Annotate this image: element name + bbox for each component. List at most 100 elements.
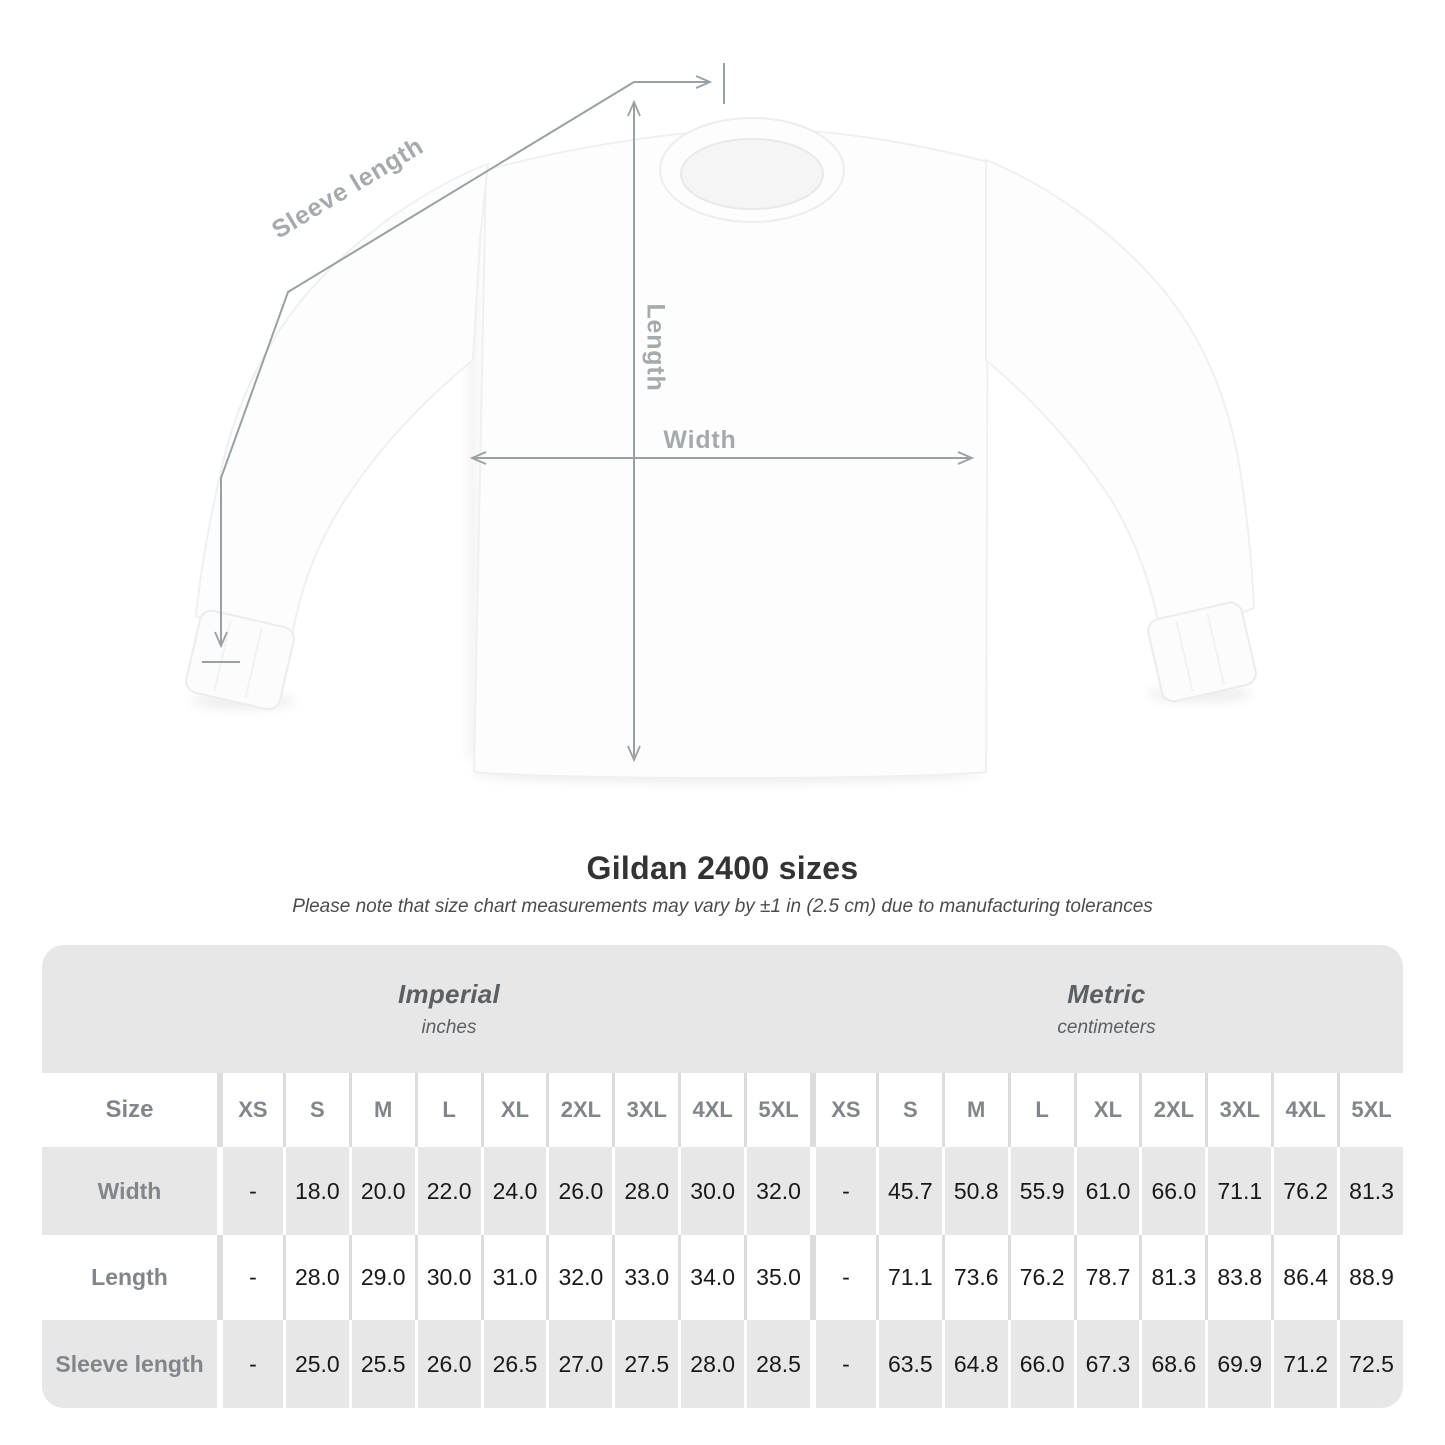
imperial-title: Imperial bbox=[397, 979, 501, 1009]
sleeve-measure-line bbox=[214, 81, 635, 649]
value-cell: 26.5 bbox=[480, 1320, 547, 1408]
value-cell: 28.5 bbox=[744, 1320, 810, 1408]
value-cell: 27.0 bbox=[546, 1320, 612, 1408]
value-cell: 28.0 bbox=[678, 1320, 744, 1408]
size-header-cell: S bbox=[282, 1073, 349, 1147]
value-cell: 22.0 bbox=[414, 1147, 481, 1235]
value-cell: 63.5 bbox=[875, 1320, 942, 1408]
size-header-cell: XS bbox=[217, 1073, 283, 1147]
size-header-cell: L bbox=[414, 1073, 481, 1147]
length-measure-label: Length bbox=[641, 303, 670, 392]
value-cell: 24.0 bbox=[480, 1147, 547, 1235]
row-label: Width bbox=[97, 1177, 162, 1204]
value-cell: - bbox=[217, 1147, 283, 1235]
right-sleeve bbox=[985, 158, 1256, 646]
value-cell: 35.0 bbox=[744, 1235, 810, 1320]
right-cuff bbox=[1147, 601, 1257, 703]
value-cell: 31.0 bbox=[480, 1235, 547, 1320]
value-cell: 18.0 bbox=[282, 1147, 349, 1235]
value-cell: 72.5 bbox=[1337, 1320, 1403, 1408]
shirt-collar bbox=[659, 117, 845, 223]
value-cell: 27.5 bbox=[612, 1320, 678, 1408]
value-cell: 50.8 bbox=[941, 1147, 1008, 1235]
value-cell: 28.0 bbox=[612, 1147, 678, 1235]
value-cell: 68.6 bbox=[1139, 1320, 1205, 1408]
size-header-cell: 3XL bbox=[1205, 1073, 1271, 1147]
size-header-cell: S bbox=[875, 1073, 942, 1147]
value-cell: 69.9 bbox=[1205, 1320, 1271, 1408]
value-cell: 76.2 bbox=[1007, 1235, 1074, 1320]
imperial-header: Imperial inches bbox=[42, 945, 810, 1073]
value-cell: 71.1 bbox=[875, 1235, 942, 1320]
value-cell: - bbox=[217, 1235, 283, 1320]
width-measure-label: Width bbox=[663, 426, 737, 454]
value-cell: 32.0 bbox=[546, 1235, 612, 1320]
size-header-cell: XL bbox=[1073, 1073, 1140, 1147]
value-cell: - bbox=[809, 1147, 876, 1235]
value-cell: 33.0 bbox=[612, 1235, 678, 1320]
sleeve-length-row: Sleeve length - 25.0 25.5 26.0 26.5 27.0… bbox=[42, 1320, 1403, 1408]
measurement-lines bbox=[202, 63, 975, 763]
value-cell: 29.0 bbox=[348, 1235, 415, 1320]
size-header-cell: 4XL bbox=[1271, 1073, 1337, 1147]
size-header-cell: 5XL bbox=[744, 1073, 810, 1147]
value-cell: 25.5 bbox=[348, 1320, 415, 1408]
size-header-cell: XL bbox=[480, 1073, 547, 1147]
value-cell: 76.2 bbox=[1271, 1147, 1337, 1235]
row-label: Length bbox=[91, 1264, 168, 1290]
value-cell: 26.0 bbox=[546, 1147, 612, 1235]
size-header-cell: 2XL bbox=[546, 1073, 612, 1147]
value-cell: 67.3 bbox=[1073, 1320, 1140, 1408]
size-header-row: Size XS S M L XL 2XL 3XL 4XL 5XL XS S M … bbox=[42, 1073, 1403, 1147]
value-cell: 55.9 bbox=[1007, 1147, 1074, 1235]
size-table: Imperial inches Metric centimeters Size … bbox=[42, 945, 1403, 1408]
value-cell: 88.9 bbox=[1337, 1235, 1403, 1320]
size-column-title: Size bbox=[105, 1096, 154, 1123]
page-subtitle: Please note that size chart measurements… bbox=[292, 896, 1153, 917]
value-cell: 66.0 bbox=[1139, 1147, 1205, 1235]
value-cell: 26.0 bbox=[414, 1320, 481, 1408]
width-row: Width - 18.0 20.0 22.0 24.0 26.0 28.0 30… bbox=[42, 1147, 1403, 1235]
value-cell: 61.0 bbox=[1073, 1147, 1140, 1235]
value-cell: 20.0 bbox=[348, 1147, 415, 1235]
imperial-unit: inches bbox=[421, 1017, 477, 1038]
value-cell: 81.3 bbox=[1337, 1147, 1403, 1235]
value-cell: 64.8 bbox=[941, 1320, 1008, 1408]
shirt-illustration bbox=[185, 63, 1257, 783]
left-sleeve bbox=[194, 162, 490, 652]
length-row: Length - 28.0 29.0 30.0 31.0 32.0 33.0 3… bbox=[42, 1235, 1403, 1320]
value-cell: - bbox=[217, 1320, 283, 1408]
value-cell: 34.0 bbox=[678, 1235, 744, 1320]
size-header-cell: 4XL bbox=[678, 1073, 744, 1147]
value-cell: - bbox=[809, 1235, 876, 1320]
value-cell: 71.1 bbox=[1205, 1147, 1271, 1235]
row-label: Sleeve length bbox=[55, 1350, 204, 1377]
metric-header: Metric centimeters bbox=[810, 945, 1403, 1073]
size-header-cell: 5XL bbox=[1337, 1073, 1403, 1147]
size-header-cell: M bbox=[348, 1073, 415, 1147]
size-header-cell: L bbox=[1007, 1073, 1074, 1147]
value-cell: 25.0 bbox=[282, 1320, 349, 1408]
size-header-cell: 3XL bbox=[612, 1073, 678, 1147]
metric-unit: centimeters bbox=[1057, 1017, 1156, 1038]
value-cell: 86.4 bbox=[1271, 1235, 1337, 1320]
value-cell: - bbox=[809, 1320, 876, 1408]
left-cuff bbox=[185, 609, 295, 711]
value-cell: 45.7 bbox=[875, 1147, 942, 1235]
value-cell: 71.2 bbox=[1271, 1320, 1337, 1408]
size-header-cell: 2XL bbox=[1139, 1073, 1205, 1147]
value-cell: 28.0 bbox=[282, 1235, 349, 1320]
size-header-cell: XS bbox=[809, 1073, 876, 1147]
value-cell: 30.0 bbox=[414, 1235, 481, 1320]
value-cell: 66.0 bbox=[1007, 1320, 1074, 1408]
page-title: Gildan 2400 sizes bbox=[586, 850, 859, 886]
value-cell: 30.0 bbox=[678, 1147, 744, 1235]
value-cell: 81.3 bbox=[1139, 1235, 1205, 1320]
unit-system-header: Imperial inches Metric centimeters bbox=[42, 945, 1403, 1073]
value-cell: 73.6 bbox=[941, 1235, 1008, 1320]
size-header-cell: M bbox=[941, 1073, 1008, 1147]
value-cell: 32.0 bbox=[744, 1147, 810, 1235]
value-cell: 83.8 bbox=[1205, 1235, 1271, 1320]
value-cell: 78.7 bbox=[1073, 1235, 1140, 1320]
